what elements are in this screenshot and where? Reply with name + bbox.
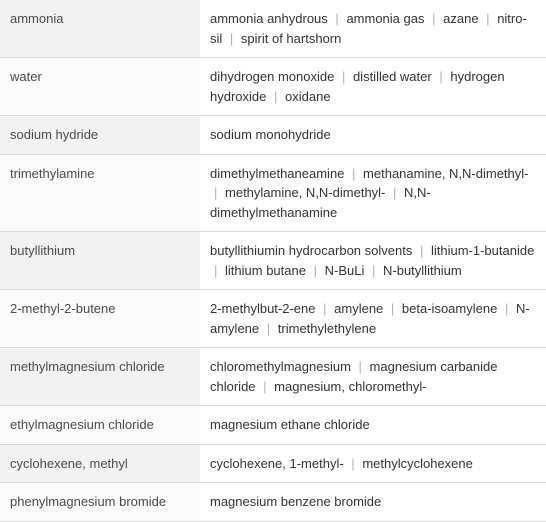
synonym-value: magnesium ethane chloride [210,417,370,432]
synonym-value: lithium-1-butanide [431,243,534,258]
separator: | [270,89,281,104]
separator: | [501,301,512,316]
separator: | [338,69,349,84]
synonym-value: oxidane [285,89,331,104]
separator: | [331,11,342,26]
separator: | [319,301,330,316]
synonym-value: ammonia anhydrous [210,11,328,26]
synonym-value: methylamine, N,N-dimethyl- [225,185,385,200]
compound-name-cell: ammonia [0,0,200,58]
compound-name-cell: 2-methyl-2-butene [0,290,200,348]
table-row: phenylmagnesium bromide magnesium benzene… [0,483,546,522]
separator: | [348,166,359,181]
synonyms-cell: 2-methylbut-2-ene | amylene | beta-isoam… [200,290,546,348]
synonym-value: dihydrogen monoxide [210,69,334,84]
separator: | [368,263,379,278]
synonyms-cell: chloromethylmagnesium | magnesium carban… [200,348,546,406]
synonyms-cell: ammonia anhydrous | ammonia gas | azane … [200,0,546,58]
separator: | [435,69,446,84]
compound-name-cell: ethylmagnesium chloride [0,406,200,445]
compound-name-cell: butyllithium [0,232,200,290]
synonym-value: lithium butane [225,263,306,278]
synonym-value: trimethylethylene [278,321,376,336]
synonyms-cell: sodium monohydride [200,116,546,155]
separator: | [416,243,427,258]
synonym-value: cyclohexene, 1-methyl- [210,456,344,471]
synonyms-cell: dimethylmethaneamine | methanamine, N,N-… [200,154,546,232]
separator: | [259,379,270,394]
table-body: ammoniaammonia anhydrous | ammonia gas |… [0,0,546,521]
table-row: cyclohexene, methylcyclohexene, 1-methyl… [0,444,546,483]
synonym-value: dimethylmethaneamine [210,166,344,181]
synonyms-cell: dihydrogen monoxide | distilled water | … [200,58,546,116]
table-row: waterdihydrogen monoxide | distilled wat… [0,58,546,116]
synonym-value: chloromethylmagnesium [210,359,351,374]
synonym-value: ammonia gas [346,11,424,26]
table-row: methylmagnesium chloridechloromethylmagn… [0,348,546,406]
separator: | [482,11,493,26]
table-row: 2-methyl-2-butene2-methylbut-2-ene | amy… [0,290,546,348]
separator: | [263,321,274,336]
synonym-value: azane [443,11,478,26]
synonym-value: N-BuLi [325,263,365,278]
synonym-value: distilled water [353,69,432,84]
synonym-value: N-butyllithium [383,263,462,278]
compound-name-cell: sodium hydride [0,116,200,155]
chemical-synonyms-table: ammoniaammonia anhydrous | ammonia gas |… [0,0,546,522]
synonym-value: magnesium benzene bromide [210,494,381,509]
table-row: ethylmagnesium chloride magnesium ethane … [0,406,546,445]
synonyms-cell: butyllithiumin hydrocarbon solvents | li… [200,232,546,290]
separator: | [310,263,321,278]
compound-name-cell: cyclohexene, methyl [0,444,200,483]
synonym-value: sodium monohydride [210,127,331,142]
separator: | [355,359,366,374]
compound-name-cell: methylmagnesium chloride [0,348,200,406]
separator: | [347,456,358,471]
synonym-value: spirit of hartshorn [241,31,341,46]
table-row: ammoniaammonia anhydrous | ammonia gas |… [0,0,546,58]
separator: | [226,31,237,46]
separator: | [387,301,398,316]
separator: | [210,263,221,278]
separator: | [210,185,221,200]
synonyms-cell: magnesium benzene bromide [200,483,546,522]
table-row: butyllithiumbutyllithiumin hydrocarbon s… [0,232,546,290]
compound-name-cell: water [0,58,200,116]
synonym-value: methanamine, N,N-dimethyl- [363,166,528,181]
synonyms-cell: magnesium ethane chloride [200,406,546,445]
table-row: sodium hydride sodium monohydride [0,116,546,155]
synonym-value: 2-methylbut-2-ene [210,301,316,316]
table-row: trimethylaminedimethylmethaneamine | met… [0,154,546,232]
compound-name-cell: trimethylamine [0,154,200,232]
synonym-value: magnesium, chloromethyl- [274,379,426,394]
compound-name-cell: phenylmagnesium bromide [0,483,200,522]
synonyms-cell: cyclohexene, 1-methyl- | methylcyclohexe… [200,444,546,483]
synonym-value: butyllithiumin hydrocarbon solvents [210,243,412,258]
separator: | [428,11,439,26]
synonym-value: amylene [334,301,383,316]
synonym-value: beta-isoamylene [402,301,497,316]
separator: | [389,185,400,200]
synonym-value: methylcyclohexene [362,456,473,471]
